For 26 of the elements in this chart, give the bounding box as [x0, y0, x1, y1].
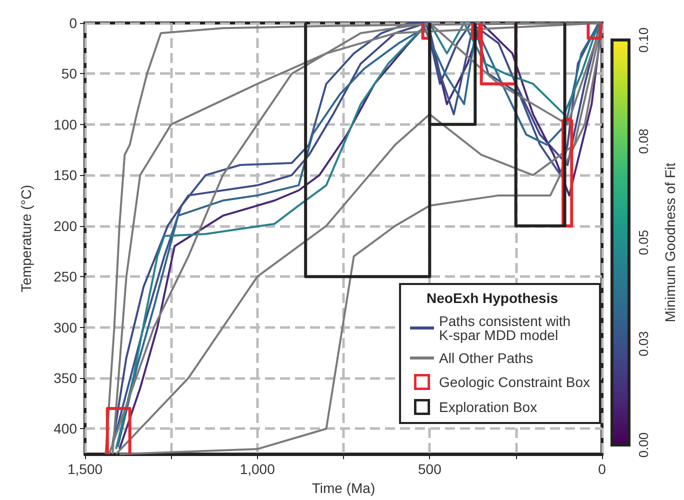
- y-axis-title: Temperature (°C): [18, 184, 34, 292]
- x-tick-label: 1,000: [240, 461, 276, 478]
- color-bar-label: 0.10: [636, 27, 651, 53]
- legend-label: Exploration Box: [439, 399, 538, 415]
- color-bar-label: 0.08: [636, 128, 651, 154]
- y-tick-label: 50: [61, 66, 78, 82]
- y-tick-label: 250: [54, 268, 78, 285]
- color-bar-label: 0.00: [636, 432, 651, 458]
- color-bar-title: Minimum Goodness of Fit: [662, 162, 678, 322]
- x-tick-label: 1,500: [67, 461, 103, 478]
- y-tick-label: 200: [54, 218, 78, 234]
- y-tick-label: 300: [54, 319, 78, 336]
- x-tick-label: 500: [418, 461, 442, 478]
- y-tick-label: 100: [54, 116, 78, 132]
- legend-label: All Other Paths: [439, 350, 534, 366]
- color-bar-label: 0.05: [636, 230, 651, 256]
- x-tick-label: 0: [598, 461, 606, 478]
- legend-label: Geologic Constraint Box: [439, 374, 590, 390]
- legend-label: Paths consistent with K-spar MDD model: [439, 313, 574, 343]
- y-tick-label: 150: [54, 167, 78, 184]
- y-tick-label: 400: [54, 420, 78, 437]
- y-tick-label: 350: [54, 370, 78, 386]
- x-axis-title: Time (Ma): [312, 480, 376, 496]
- legend-title: NeoExh Hypothesis: [426, 290, 558, 306]
- color-bar-label: 0.03: [636, 331, 651, 356]
- y-tick-label: 0: [69, 15, 78, 31]
